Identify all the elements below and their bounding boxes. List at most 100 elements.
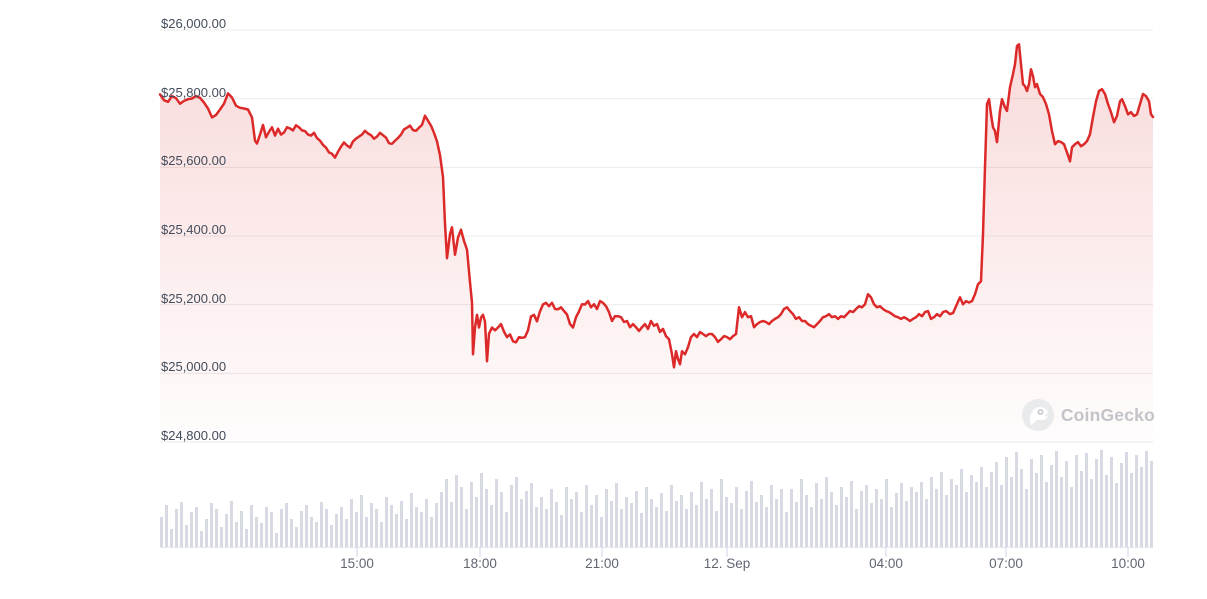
volume-bar — [670, 485, 673, 547]
volume-bar — [225, 514, 228, 547]
volume-bar — [850, 481, 853, 547]
volume-bar — [455, 475, 458, 547]
volume-bar — [630, 503, 633, 547]
volume-bar — [165, 505, 168, 547]
volume-bar — [645, 487, 648, 547]
volume-bar — [1070, 487, 1073, 547]
volume-bar — [790, 489, 793, 547]
volume-bar — [815, 483, 818, 547]
volume-bar — [495, 479, 498, 547]
volume-bar — [785, 512, 788, 547]
volume-bar — [935, 489, 938, 547]
volume-bar — [570, 499, 573, 547]
volume-bar — [210, 503, 213, 547]
price-line — [158, 43, 1155, 369]
volume-bar — [1030, 459, 1033, 547]
volume-bar — [725, 497, 728, 547]
volume-bar — [1065, 461, 1068, 547]
volume-bar — [730, 503, 733, 547]
volume-bar — [575, 492, 578, 547]
volume-bar — [635, 491, 638, 547]
volume-bar — [990, 472, 993, 547]
volume-bar — [780, 489, 783, 547]
volume-bar — [1075, 455, 1078, 547]
volume-bar — [295, 527, 298, 547]
volume-bar — [405, 519, 408, 547]
volume-bar — [555, 502, 558, 547]
volume-bar — [795, 502, 798, 547]
volume-bar — [885, 479, 888, 547]
volume-bar — [270, 512, 273, 547]
volume-bar — [205, 519, 208, 547]
volume-bar — [900, 483, 903, 547]
volume-bar — [1100, 450, 1103, 547]
volume-bar — [805, 495, 808, 547]
volume-bar — [1080, 471, 1083, 547]
volume-bar — [190, 512, 193, 547]
volume-bar — [375, 509, 378, 547]
volume-bar — [390, 505, 393, 547]
volume-bar — [1140, 467, 1143, 547]
volume-bar — [655, 507, 658, 547]
volume-bar — [765, 507, 768, 547]
volume-bar — [880, 499, 883, 547]
volume-bar — [1050, 465, 1053, 547]
volume-bar — [705, 499, 708, 547]
volume-bar — [950, 479, 953, 547]
volume-bar — [995, 462, 998, 547]
volume-bar — [365, 517, 368, 547]
volume-bar — [335, 514, 338, 547]
volume-bar — [340, 507, 343, 547]
volume-bar — [625, 497, 628, 547]
volume-bar — [305, 505, 308, 547]
volume-bar — [1000, 485, 1003, 547]
volume-bar — [180, 502, 183, 547]
volume-bar — [920, 482, 923, 547]
volume-bar — [410, 493, 413, 547]
volume-bar — [460, 487, 463, 547]
volume-bar — [435, 503, 438, 547]
volume-bar — [1150, 461, 1153, 547]
volume-bar — [640, 513, 643, 547]
volume-bar — [1135, 455, 1138, 547]
volume-bar — [650, 499, 653, 547]
volume-bar — [1090, 479, 1093, 547]
coingecko-watermark: CoinGecko — [1021, 399, 1155, 431]
volume-bar — [1035, 473, 1038, 547]
volume-bar — [865, 485, 868, 547]
volume-bar — [840, 487, 843, 547]
volume-bar — [490, 505, 493, 547]
volume-bar — [525, 491, 528, 547]
volume-bar — [930, 477, 933, 547]
volume-bar — [620, 509, 623, 547]
volume-bar — [605, 489, 608, 547]
volume-bar — [185, 525, 188, 547]
volume-bar — [755, 502, 758, 547]
volume-bar — [565, 487, 568, 547]
volume-bar — [955, 485, 958, 547]
volume-bar — [325, 509, 328, 547]
volume-bar — [450, 502, 453, 547]
volume-bar — [985, 487, 988, 547]
volume-bar — [610, 501, 613, 547]
volume-bar — [745, 491, 748, 547]
volume-bar — [835, 505, 838, 547]
volume-bar — [260, 523, 263, 547]
volume-bar — [265, 507, 268, 547]
volume-bar — [915, 492, 918, 547]
volume-bar — [740, 509, 743, 547]
volume-bar — [720, 479, 723, 547]
volume-bar — [315, 522, 318, 547]
volume-bar — [380, 522, 383, 547]
volume-bar — [370, 503, 373, 547]
volume-bar — [675, 501, 678, 547]
volume-bar — [475, 497, 478, 547]
volume-bar — [520, 499, 523, 547]
volume-bar — [910, 487, 913, 547]
volume-bar — [595, 495, 598, 547]
volume-bar — [945, 495, 948, 547]
volume-bar — [1025, 489, 1028, 547]
volume-bar — [550, 489, 553, 547]
